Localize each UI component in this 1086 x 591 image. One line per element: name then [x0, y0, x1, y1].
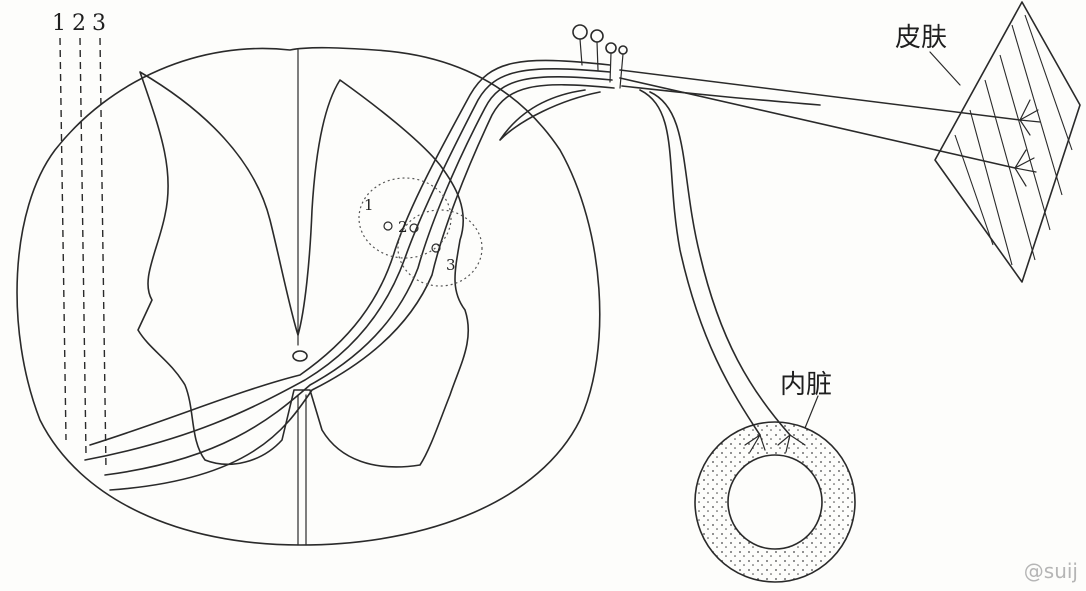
- tract-label-1: 1: [52, 11, 66, 36]
- ascending-tract-lines: [59, 37, 107, 471]
- tract-label-3: 3: [92, 11, 106, 36]
- skin-afferent-fibers: [619, 69, 1021, 169]
- visceral-afferent-fibers: [639, 89, 791, 436]
- viscera-label-leader: [804, 395, 819, 429]
- viscera-label: 内脏: [780, 370, 832, 400]
- skin-label-leader: [929, 51, 961, 86]
- spinal-cord-outline: [16, 46, 601, 546]
- skin-nerve-endings: [1014, 99, 1041, 187]
- horn-marker-2: 2: [398, 218, 408, 236]
- skin-label: 皮肤: [895, 23, 947, 53]
- watermark: @suij: [1023, 559, 1078, 583]
- horn-marker-1: 1: [364, 196, 374, 214]
- viscera-nerve-endings: [744, 434, 806, 453]
- skin-hatching: [954, 14, 1073, 266]
- horn-synapse-marks: [383, 221, 441, 253]
- horn-marker-3: 3: [446, 256, 456, 274]
- skin-patch: [934, 1, 1081, 283]
- afferent-fibers: [84, 59, 615, 491]
- dorsal-root-ganglion-cells: [572, 24, 628, 89]
- gray-matter: [137, 71, 470, 468]
- tract-label-2: 2: [72, 11, 86, 36]
- viscera-lumen: [727, 454, 823, 550]
- central-canal: [292, 350, 308, 362]
- dorsal-horn-regions: [358, 177, 483, 287]
